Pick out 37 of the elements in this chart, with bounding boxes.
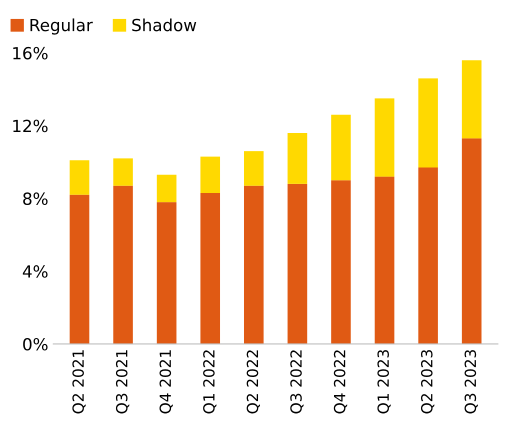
bar <box>70 194 90 344</box>
bar <box>331 180 351 344</box>
x-tick-label: Q1 2022 <box>203 350 216 414</box>
bar <box>288 132 308 184</box>
bar <box>331 114 351 180</box>
x-tick-label: Q2 2021 <box>72 350 86 414</box>
x-tick-label: Q4 2021 <box>160 350 173 414</box>
bar <box>288 184 308 344</box>
x-tick-label: Q4 2022 <box>334 350 348 414</box>
bar <box>70 160 90 195</box>
bar <box>462 60 482 138</box>
y-tick-label: 12% <box>13 120 48 132</box>
bar <box>200 192 220 344</box>
x-tick-label: Q2 2023 <box>420 350 434 414</box>
bar <box>200 156 220 193</box>
bar <box>462 138 482 344</box>
bar <box>244 186 264 344</box>
y-tick-label: 8% <box>23 192 48 206</box>
bar <box>113 158 133 186</box>
bar <box>113 186 133 344</box>
x-tick-label: Q3 2023 <box>464 350 478 414</box>
bar <box>374 98 394 177</box>
x-tick-label: Q3 2021 <box>116 350 130 414</box>
y-tick-label: 16% <box>13 46 48 60</box>
x-tick-label: Q3 2022 <box>290 350 304 414</box>
bar <box>374 176 394 344</box>
bar <box>156 174 176 202</box>
bar <box>156 202 176 344</box>
x-tick-label: Q2 2022 <box>246 350 260 414</box>
y-tick-label: 0% <box>23 338 48 351</box>
legend-label: Shadow <box>132 18 196 32</box>
y-tick-label: 4% <box>22 265 48 278</box>
legend-label: Regular <box>30 18 93 35</box>
bar <box>418 78 438 168</box>
x-tick-label: Q1 2023 <box>377 350 391 414</box>
bar <box>418 168 438 344</box>
bar <box>244 151 264 186</box>
